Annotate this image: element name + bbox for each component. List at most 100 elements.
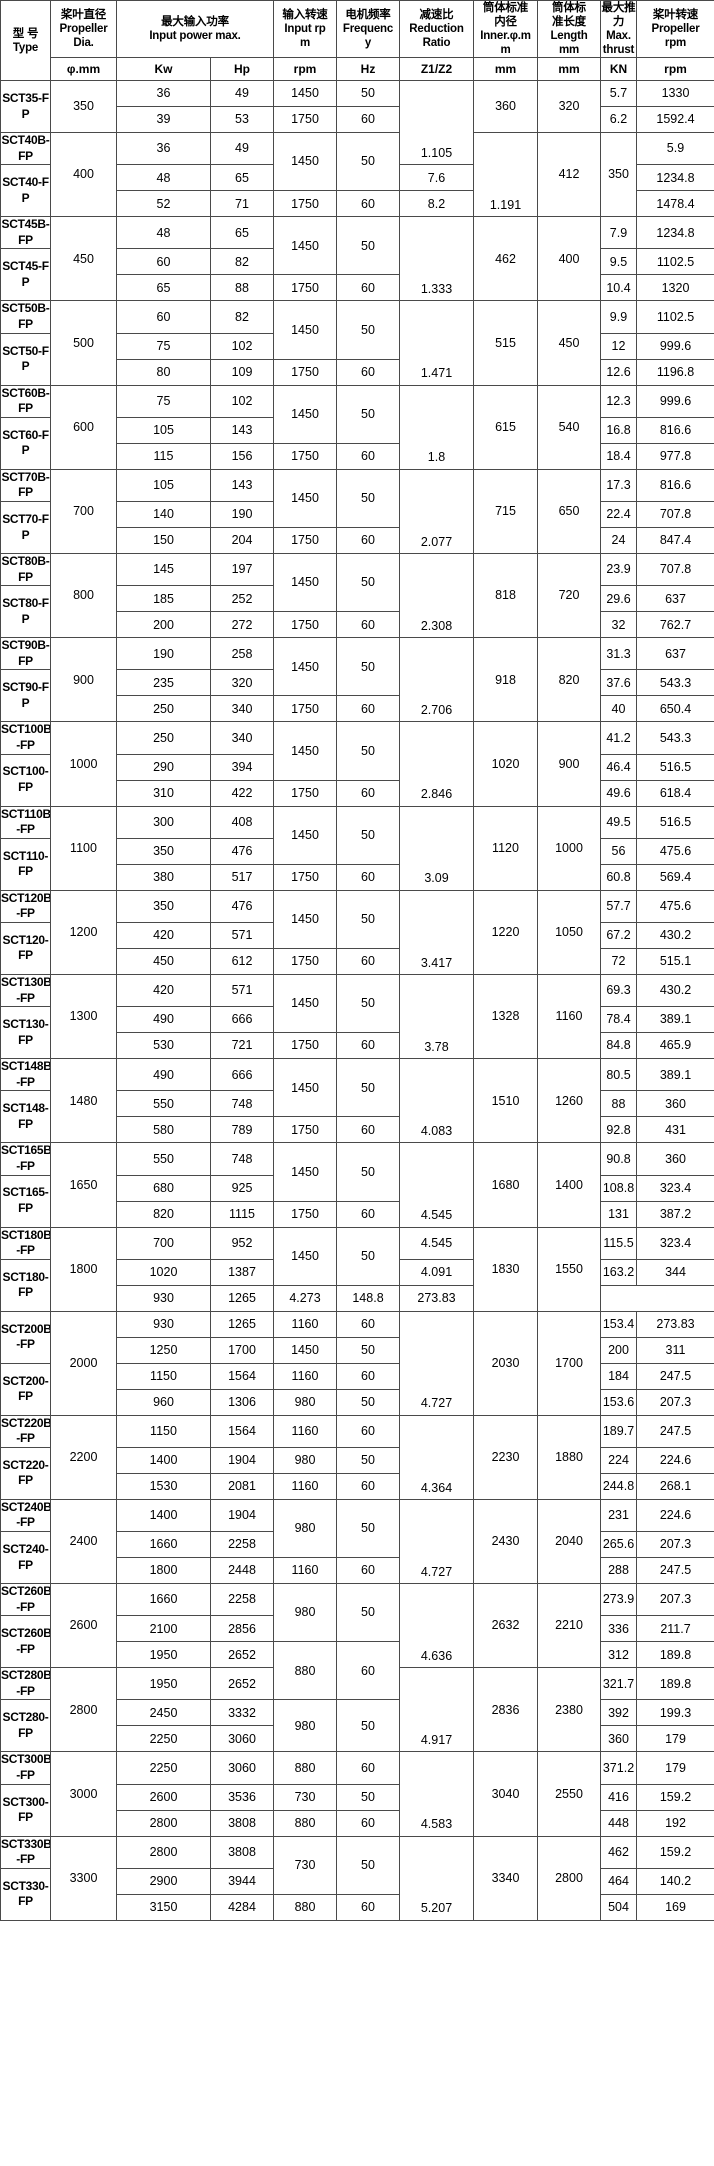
propeller-rpm-cell: 189.8 xyxy=(636,1641,714,1669)
max-thrust-cell: 12.3 xyxy=(600,384,637,418)
input-power-hp-cell: 3060 xyxy=(210,1751,274,1785)
propeller-dia-cell: 450 xyxy=(50,216,117,302)
model-label-top: SCT300B xyxy=(1,1752,51,1767)
input-power-hp-cell: 1564 xyxy=(210,1414,274,1448)
table-row: SCT110- FP 350 476 56 475.6 xyxy=(0,837,714,891)
input-power-hp-cell: 517 xyxy=(210,863,274,891)
model-label-top: SCT60-F xyxy=(2,427,49,442)
model-label-bottom: -FP xyxy=(16,906,35,921)
reduction-ratio-cell: 3.78 xyxy=(399,973,474,1060)
inner-dia-cell: 515 xyxy=(473,300,538,386)
inner-dia-cell: 1020 xyxy=(473,721,538,807)
model-type-cell: SCT120B -FP xyxy=(0,889,51,923)
propeller-rpm-cell: 192 xyxy=(636,1809,714,1837)
unit-rpm: rpm xyxy=(273,57,337,82)
input-power-kw-cell: 420 xyxy=(116,921,211,949)
input-power-hp-cell: 3808 xyxy=(210,1835,274,1869)
table-row: SCT220B -FP 2200 1150 1564 1160 60 4.364 2230 188… xyxy=(0,1414,714,1500)
input-power-hp-cell: 2448 xyxy=(210,1557,274,1585)
header-line: Dia. xyxy=(73,37,94,50)
table-row: SCT300B -FP 3000 2250 3060 880 60 4.583 3040 2550… xyxy=(0,1751,714,1837)
model-type-cell: SCT110- FP xyxy=(0,837,51,891)
frequency-cell: 60 xyxy=(336,947,400,975)
model-label-bottom: FP xyxy=(18,1389,33,1404)
propeller-rpm-cell: 650.4 xyxy=(636,695,714,723)
max-thrust-cell: 46.4 xyxy=(600,753,637,781)
model-label-top: SCT100- xyxy=(2,764,49,779)
input-rpm-cell: 980 xyxy=(273,1699,337,1753)
model-label-top: SCT70-F xyxy=(2,511,49,526)
input-power-kw-cell: 420 xyxy=(116,973,211,1008)
model-label-top: SCT90B- xyxy=(1,638,50,653)
max-thrust-cell: 57.7 xyxy=(600,889,637,923)
model-label-bottom: -FP xyxy=(16,1337,35,1352)
input-power-kw-cell: 700 xyxy=(116,1226,211,1260)
model-label-top: SCT100B xyxy=(1,722,51,737)
model-label-top: SCT130B xyxy=(1,974,51,989)
reduction-ratio-cell: 4.583 xyxy=(399,1751,474,1837)
table-row: 960 1306 980 50 153.6 207.3 xyxy=(1,1388,714,1416)
model-type-cell: SCT200B -FP xyxy=(0,1310,51,1364)
header-line: Propeller xyxy=(651,23,700,36)
propeller-rpm-cell: 637 xyxy=(636,637,714,671)
max-thrust-cell: 5.7 xyxy=(600,80,637,108)
inner-dia-cell: 360 xyxy=(473,80,538,134)
model-type-cell: SCT148- FP xyxy=(0,1090,51,1144)
table-row: SCT240B -FP 2400 1400 1904 980 50 4.727 2430 2040… xyxy=(0,1498,714,1585)
input-rpm-cell: 1750 xyxy=(273,274,337,302)
input-power-kw-cell: 1660 xyxy=(116,1583,211,1617)
max-thrust-cell: 360 xyxy=(600,1725,637,1753)
input-power-kw-cell: 36 xyxy=(116,132,211,166)
max-thrust-cell: 88 xyxy=(600,1090,637,1118)
propeller-rpm-cell: 247.5 xyxy=(636,1557,714,1585)
table-row: SCT300- FP 2600 3536 730 50 416 159.2 xyxy=(0,1783,714,1837)
header-line: 型 号 xyxy=(12,27,39,40)
model-label-bottom: -FP xyxy=(16,1641,35,1656)
input-power-kw-cell: 39 xyxy=(116,106,211,134)
model-label-top: SCT260B xyxy=(1,1584,51,1599)
input-rpm-cell: 1450 xyxy=(273,300,337,360)
frequency-cell: 60 xyxy=(336,1362,400,1390)
header-propeller-dia: 桨叶直径 Propeller Dia. xyxy=(50,0,117,59)
input-power-hp-cell: 190 xyxy=(210,501,274,528)
input-rpm-cell: 730 xyxy=(273,1835,337,1895)
propeller-rpm-cell: 189.8 xyxy=(636,1667,714,1701)
input-power-hp-cell: 340 xyxy=(210,695,274,723)
model-label-bottom: P xyxy=(21,611,30,626)
input-power-hp-cell: 2081 xyxy=(210,1472,274,1500)
table-row: 80 109 1750 60 12.6 1196.8 xyxy=(1,358,714,386)
model-type-cell: SCT40-F P xyxy=(0,164,51,218)
model-label-bottom: -FP xyxy=(16,1515,35,1530)
input-power-kw-cell: 2800 xyxy=(116,1835,211,1869)
frequency-cell: 50 xyxy=(336,132,400,192)
model-label-bottom: FP xyxy=(18,485,33,500)
propeller-dia-cell: 2400 xyxy=(50,1498,117,1585)
input-power-hp-cell: 88 xyxy=(210,274,274,302)
max-thrust-cell: 148.8 xyxy=(336,1284,400,1312)
input-power-kw-cell: 1150 xyxy=(116,1414,211,1448)
header-line: Length xyxy=(550,30,588,43)
propeller-rpm-cell: 1320 xyxy=(636,274,714,302)
table-row: SCT148B -FP 1480 490 666 1450 50 4.083 1510 1260 8… xyxy=(0,1058,714,1144)
max-thrust-cell: 200 xyxy=(600,1336,637,1364)
header-line: Propeller xyxy=(59,23,108,36)
input-rpm-cell: 1750 xyxy=(273,863,337,891)
max-thrust-cell: 23.9 xyxy=(600,552,637,587)
propeller-rpm-cell: 999.6 xyxy=(636,332,714,360)
table-row: SCT240- FP 1660 2258 265.6 207.3 xyxy=(0,1531,714,1585)
input-power-hp-cell: 748 xyxy=(210,1090,274,1118)
model-label-bottom: -FP xyxy=(16,990,35,1005)
input-rpm-cell: 1450 xyxy=(273,1058,337,1118)
model-label-top: SCT148B xyxy=(1,1059,51,1074)
model-type-cell: SCT300- FP xyxy=(0,1783,51,1837)
propeller-dia-cell: 2800 xyxy=(50,1667,117,1753)
input-rpm-cell: 1750 xyxy=(273,358,337,386)
reduction-ratio-cell: 4.727 xyxy=(399,1498,474,1585)
frequency-cell: 50 xyxy=(336,721,400,781)
input-power-kw-cell: 1400 xyxy=(116,1498,211,1533)
model-label-bottom: -FP xyxy=(16,1683,35,1698)
input-power-kw-cell: 530 xyxy=(116,1032,211,1060)
propeller-rpm-cell: 207.3 xyxy=(636,1583,714,1617)
input-rpm-cell: 1450 xyxy=(273,889,337,949)
frequency-cell: 60 xyxy=(336,106,400,134)
